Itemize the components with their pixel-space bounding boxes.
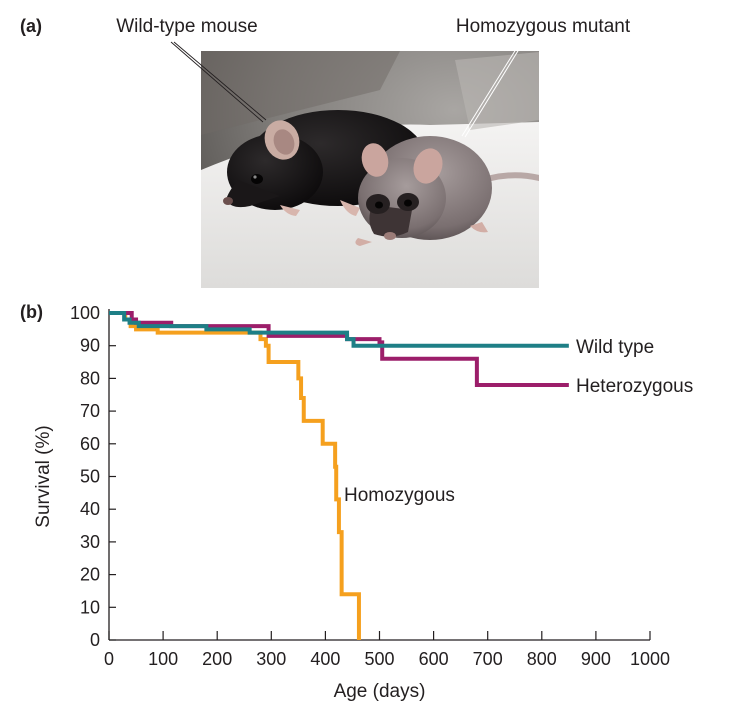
series-label-wild-type: Wild type xyxy=(576,337,654,358)
y-tick-label: 0 xyxy=(90,630,100,650)
y-axis-title: Survival (%) xyxy=(33,425,54,527)
x-tick-label: 0 xyxy=(104,649,114,669)
y-tick-label: 10 xyxy=(80,597,100,617)
x-tick-label: 500 xyxy=(364,649,394,669)
y-tick-label: 80 xyxy=(80,368,100,388)
x-tick-label: 600 xyxy=(419,649,449,669)
callout-leader-wild xyxy=(170,41,267,123)
callout-wild-type: Wild-type mouse xyxy=(116,16,258,37)
y-tick-label: 30 xyxy=(80,532,100,552)
x-tick-label: 100 xyxy=(148,649,178,669)
x-tick-label: 700 xyxy=(473,649,503,669)
chart-labels: Wild type Heterozygous Homozygous xyxy=(344,337,693,506)
x-tick-label: 900 xyxy=(581,649,611,669)
y-tick-label: 50 xyxy=(80,467,100,487)
series-line-heterozygous xyxy=(109,311,569,387)
panel-b-label: (b) xyxy=(20,302,43,322)
callout-leader-mutant xyxy=(461,45,522,138)
x-tick-label: 300 xyxy=(256,649,286,669)
y-tick-label: 100 xyxy=(70,303,100,323)
x-tick-label: 400 xyxy=(310,649,340,669)
mouse-photo-icon xyxy=(201,51,539,288)
homozygous-mutant-mouse xyxy=(355,136,492,246)
x-tick-label: 200 xyxy=(202,649,232,669)
y-tick-label: 20 xyxy=(80,565,100,585)
y-tick-label: 60 xyxy=(80,434,100,454)
x-tick-label: 1000 xyxy=(630,649,670,669)
y-tick-label: 70 xyxy=(80,401,100,421)
y-tick-label: 90 xyxy=(80,336,100,356)
series-label-homozygous: Homozygous xyxy=(344,485,455,506)
x-tick-label: 800 xyxy=(527,649,557,669)
y-tick-label: 40 xyxy=(80,499,100,519)
series-label-heterozygous: Heterozygous xyxy=(576,376,693,397)
series-line-homozygous xyxy=(109,311,361,640)
panel-a-label: (a) xyxy=(20,16,42,36)
callout-homozygous-mutant: Homozygous mutant xyxy=(456,16,631,37)
chart-series xyxy=(109,311,569,640)
series-line-wild-type xyxy=(109,311,569,348)
x-axis-title: Age (days) xyxy=(334,681,426,702)
